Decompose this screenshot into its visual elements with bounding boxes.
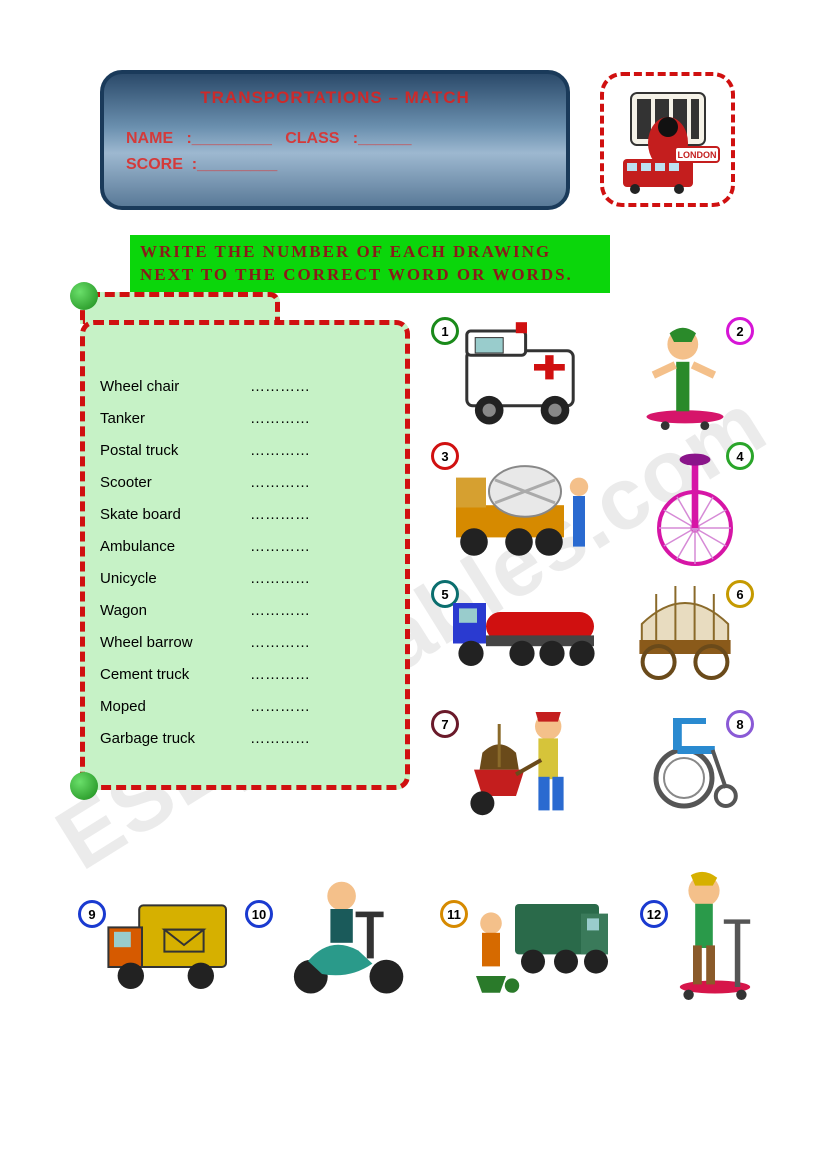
- picture-unicycle: [640, 450, 750, 570]
- class-label: CLASS: [285, 130, 339, 147]
- number-circle-10: 10: [245, 900, 273, 928]
- wordlist-word: Wheel chair: [100, 378, 250, 395]
- worksheet-page: ESLprintables.com TRANSPORTATIONS – MATC…: [0, 0, 821, 1169]
- instruction-banner: WRITE THE NUMBER OF EACH DRAWING NEXT TO…: [130, 235, 610, 293]
- wordlist-word: Cement truck: [100, 666, 250, 683]
- svg-text:LONDON: LONDON: [677, 150, 716, 160]
- wordlist-row: Wagon…………: [100, 594, 310, 626]
- header-box: TRANSPORTATIONS – MATCH NAME :_________ …: [100, 70, 570, 210]
- wordlist-word: Tanker: [100, 410, 250, 427]
- wordlist-word: Unicycle: [100, 570, 250, 587]
- wordlist-blank[interactable]: …………: [250, 410, 310, 427]
- wordlist-blank[interactable]: …………: [250, 378, 310, 395]
- name-blank[interactable]: :_________: [186, 130, 271, 147]
- wordlist-row: Wheel barrow…………: [100, 626, 310, 658]
- worksheet-title: TRANSPORTATIONS – MATCH: [126, 88, 544, 108]
- wordlist-row: Tanker…………: [100, 402, 310, 434]
- london-image-box: LONDON: [600, 72, 735, 207]
- picture-tanker: [450, 585, 600, 675]
- wordlist-row: Moped…………: [100, 690, 310, 722]
- wordlist-word: Postal truck: [100, 442, 250, 459]
- wordlist-word: Wheel barrow: [100, 634, 250, 651]
- wordlist-blank[interactable]: …………: [250, 730, 310, 747]
- wordlist: Wheel chair…………Tanker…………Postal truck…………: [100, 370, 310, 754]
- wordlist-word: Scooter: [100, 474, 250, 491]
- picture-scooter: [660, 870, 770, 1000]
- wordlist-blank[interactable]: …………: [250, 474, 310, 491]
- wordlist-blank[interactable]: …………: [250, 570, 310, 587]
- number-circle-7: 7: [431, 710, 459, 738]
- picture-wheelbarrow: [460, 700, 600, 820]
- wordlist-blank[interactable]: …………: [250, 442, 310, 459]
- wordlist-row: Scooter…………: [100, 466, 310, 498]
- wordlist-word: Skate board: [100, 506, 250, 523]
- wordlist-container: Wheel chair…………Tanker…………Postal truck…………: [80, 320, 410, 790]
- wordlist-word: Garbage truck: [100, 730, 250, 747]
- wordlist-word: Ambulance: [100, 538, 250, 555]
- score-blank[interactable]: :_________: [192, 156, 277, 173]
- number-circle-11: 11: [440, 900, 468, 928]
- wordlist-row: Postal truck…………: [100, 434, 310, 466]
- name-label: NAME: [126, 130, 173, 147]
- wordlist-blank[interactable]: …………: [250, 602, 310, 619]
- picture-cement-truck: [450, 450, 600, 565]
- wordlist-row: Unicycle…………: [100, 562, 310, 594]
- wordlist-row: Ambulance…………: [100, 530, 310, 562]
- picture-postal-truck: [100, 890, 240, 1000]
- picture-wagon: [625, 580, 745, 680]
- wordlist-blank[interactable]: …………: [250, 506, 310, 523]
- picture-wheelchair: [640, 710, 750, 810]
- wordlist-blank[interactable]: …………: [250, 634, 310, 651]
- picture-moped: [280, 870, 420, 1000]
- picture-ambulance: [450, 320, 590, 430]
- wordlist-blank[interactable]: …………: [250, 538, 310, 555]
- class-blank[interactable]: :______: [353, 130, 412, 147]
- london-icon: LONDON: [613, 85, 723, 195]
- score-label: SCORE: [126, 156, 183, 173]
- header-fields: NAME :_________ CLASS :______ SCORE :___…: [126, 126, 544, 177]
- wordlist-blank[interactable]: …………: [250, 666, 310, 683]
- picture-garbage-truck: [470, 880, 620, 1000]
- corner-dot-icon: [70, 772, 98, 800]
- wordlist-blank[interactable]: …………: [250, 698, 310, 715]
- corner-dot-icon: [70, 282, 98, 310]
- wordlist-row: Garbage truck…………: [100, 722, 310, 754]
- wordlist-row: Skate board…………: [100, 498, 310, 530]
- wordlist-row: Wheel chair…………: [100, 370, 310, 402]
- wordlist-word: Moped: [100, 698, 250, 715]
- wordlist-row: Cement truck…………: [100, 658, 310, 690]
- wordlist-word: Wagon: [100, 602, 250, 619]
- picture-skateboard: [630, 320, 740, 430]
